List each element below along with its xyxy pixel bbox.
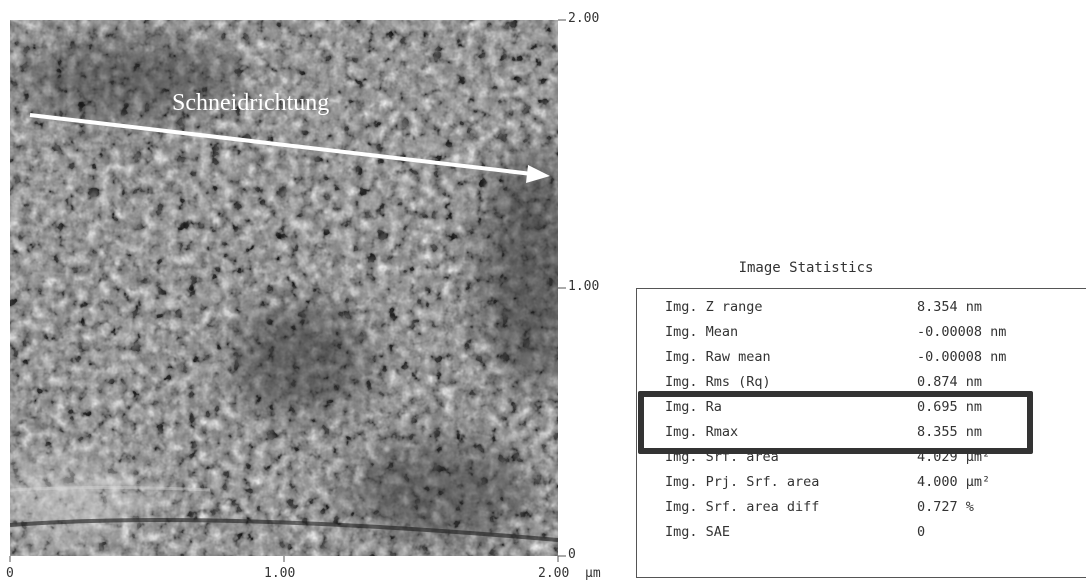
stat-value: -0.00008 nm xyxy=(917,349,1007,365)
stat-label: Img. Srf. area diff xyxy=(665,499,820,515)
stat-label: Img. Ra xyxy=(665,399,722,415)
stat-row-rmax: Img. Rmax 8.355 nm xyxy=(637,420,1086,445)
afm-surface-texture xyxy=(10,20,558,556)
stat-label: Img. Mean xyxy=(665,324,739,340)
x-tick-label-mid: 1.00 xyxy=(264,566,296,581)
stat-row-raw-mean: Img. Raw mean -0.00008 nm xyxy=(637,345,1086,370)
stat-value: 4.000 µm² xyxy=(917,474,991,490)
y-tick-label-bottom: 0 xyxy=(568,547,576,562)
stats-title: Image Statistics xyxy=(738,260,874,276)
stat-row-ra: Img. Ra 0.695 nm xyxy=(637,395,1086,420)
y-tick-label-mid: 1.00 xyxy=(568,279,600,294)
y-tick-label-top: 2.00 xyxy=(568,11,600,26)
stat-value: 8.355 nm xyxy=(917,424,983,440)
x-tick-label-left: 0 xyxy=(6,566,14,581)
stat-label: Img. Z range xyxy=(665,299,763,315)
stat-label: Img. Rmax xyxy=(665,424,739,440)
highlight-frame-ra-rmax xyxy=(638,391,1033,454)
stat-row-prj-srf-area: Img. Prj. Srf. area 4.000 µm² xyxy=(637,470,1086,495)
x-axis-unit: µm xyxy=(585,566,601,581)
afm-height-image xyxy=(10,20,558,556)
stat-row-z-range: Img. Z range 8.354 nm xyxy=(637,295,1086,320)
stat-label: Img. Prj. Srf. area xyxy=(665,474,820,490)
stat-value: 0.695 nm xyxy=(917,399,983,415)
cutting-direction-label: Schneidrichtung xyxy=(172,90,330,116)
stat-value: 8.354 nm xyxy=(917,299,983,315)
stats-table: Img. Z range 8.354 nm Img. Mean -0.00008… xyxy=(636,288,1086,578)
stat-row-mean: Img. Mean -0.00008 nm xyxy=(637,320,1086,345)
x-tick-label-right: 2.00 xyxy=(538,566,570,581)
stat-value: 0.874 nm xyxy=(917,374,983,390)
stat-label: Img. Raw mean xyxy=(665,349,771,365)
image-statistics-panel: Image Statistics Img. Z range 8.354 nm I… xyxy=(636,258,1086,578)
stat-row-rms: Img. Rms (Rq) 0.874 nm xyxy=(637,370,1086,395)
stat-value: 0.727 % xyxy=(917,499,974,515)
stat-value: -0.00008 nm xyxy=(917,324,1007,340)
stat-row-srf-area-diff: Img. Srf. area diff 0.727 % xyxy=(637,495,1086,520)
stat-value: 0 xyxy=(917,524,926,540)
cutting-direction-arrow xyxy=(29,113,533,176)
arrow-head-icon xyxy=(526,165,550,183)
stat-label: Img. SAE xyxy=(665,524,731,540)
stat-row-sae: Img. SAE 0 xyxy=(637,520,1086,545)
stat-label: Img. Rms (Rq) xyxy=(665,374,771,390)
afm-scan-panel: Schneidrichtung 2.00 1.00 0 0 1.00 2.00 … xyxy=(6,11,601,581)
